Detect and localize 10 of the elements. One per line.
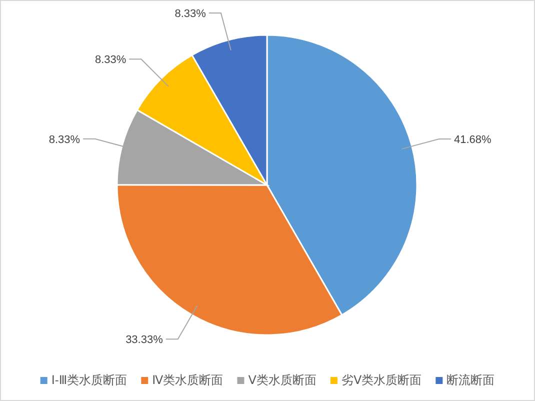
legend-label: 劣Ⅴ类水质断面 — [341, 373, 422, 387]
legend-label: Ⅴ类水质断面 — [248, 373, 316, 387]
legend-label: 断流断面 — [446, 373, 495, 387]
data-label: 8.33% — [94, 54, 126, 66]
data-label: 8.33% — [48, 134, 80, 146]
data-label: 41.68% — [454, 134, 492, 146]
data-label: 8.33% — [174, 8, 206, 20]
legend-label: Ⅰ-Ⅲ类水质断面 — [51, 373, 128, 387]
data-label: 33.33% — [126, 334, 164, 346]
legend-label: Ⅳ类水质断面 — [152, 373, 224, 387]
